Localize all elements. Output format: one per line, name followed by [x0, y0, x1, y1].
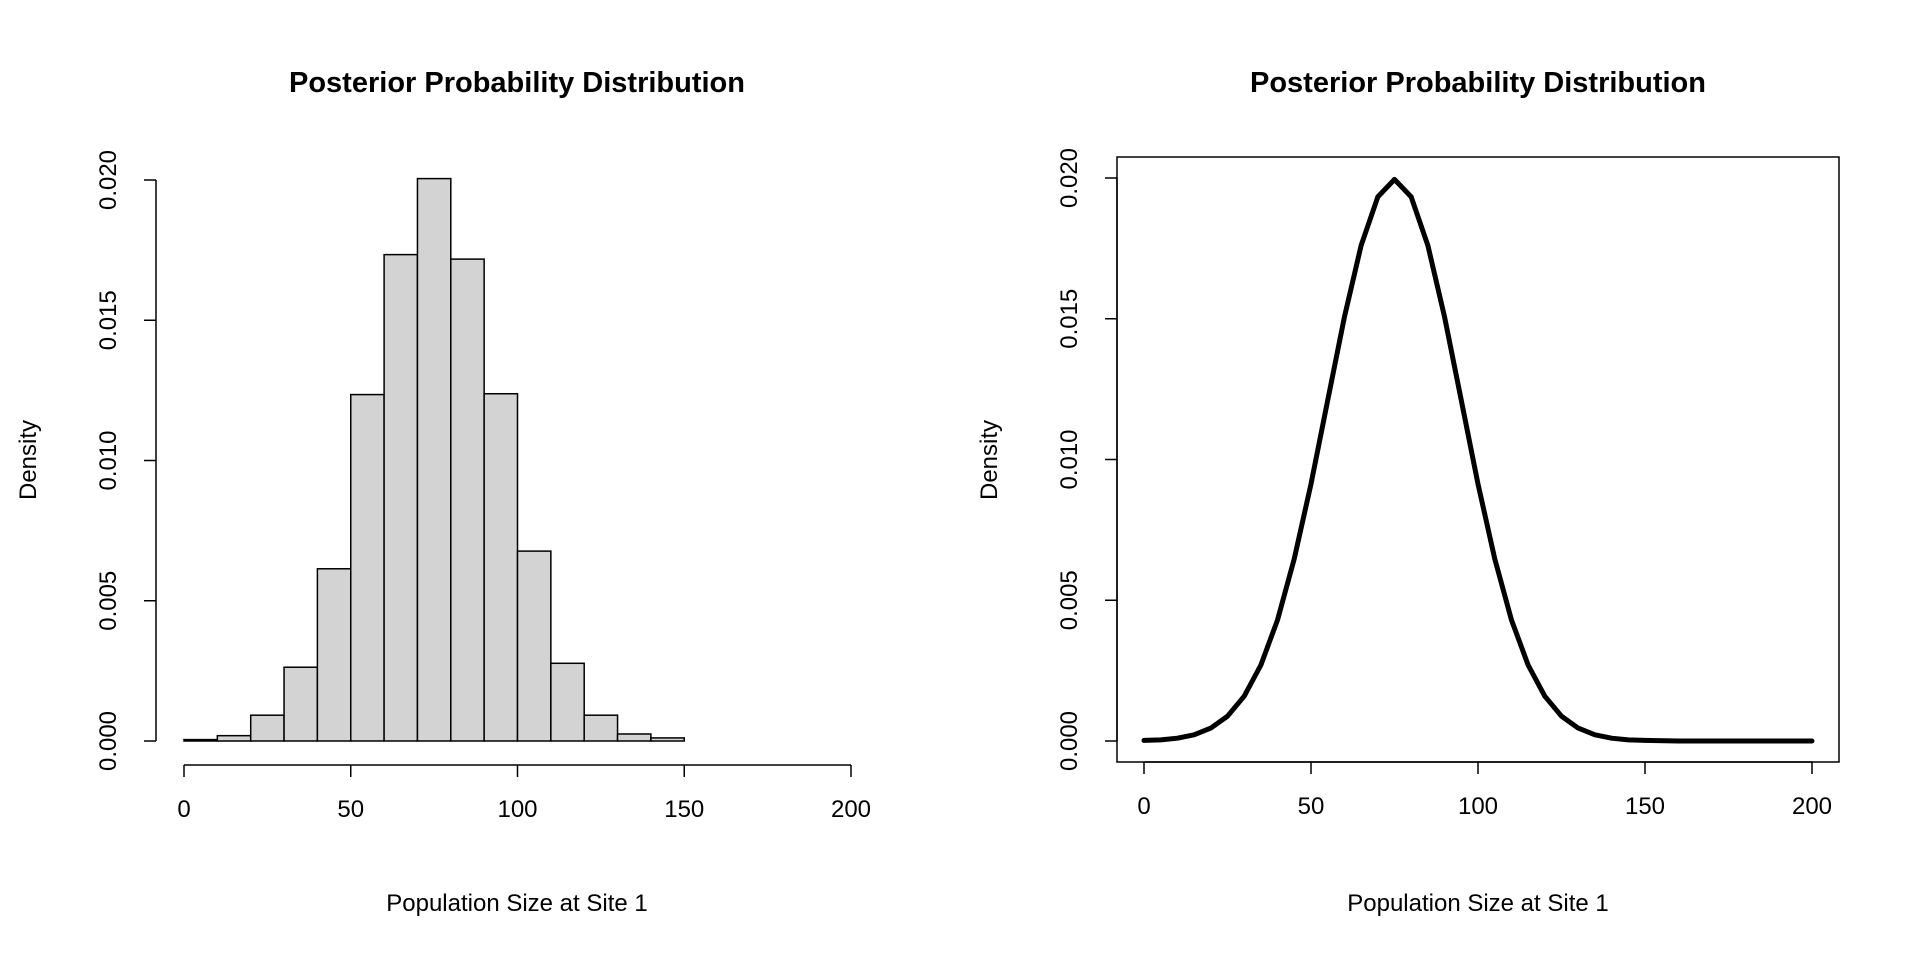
histogram-bar — [416, 177, 452, 742]
x-tick-label: 200 — [831, 796, 871, 823]
histogram-bar — [650, 737, 686, 742]
y-tick-label: 0.020 — [95, 150, 122, 210]
y-axis-label: Density — [15, 420, 42, 500]
histogram-bar — [350, 393, 385, 742]
x-tick-label: 100 — [497, 796, 537, 823]
histogram-bar — [283, 666, 319, 742]
x-tick-label: 100 — [1458, 793, 1498, 820]
x-tick-label: 200 — [1792, 793, 1832, 820]
y-tick-label: 0.005 — [1056, 570, 1083, 630]
y-tick-label: 0.010 — [95, 430, 122, 490]
y-tick-label: 0.005 — [95, 571, 122, 631]
x-tick-label: 50 — [337, 796, 364, 823]
x-axis-label: Population Size at Site 1 — [1347, 890, 1609, 917]
histogram-bar — [550, 662, 585, 742]
x-tick-label: 50 — [1298, 793, 1325, 820]
x-tick-label: 150 — [664, 796, 704, 823]
histogram-bar — [450, 258, 485, 742]
x-tick-label: 150 — [1625, 793, 1665, 820]
y-tick-label: 0.010 — [1056, 429, 1083, 489]
y-tick-label: 0.000 — [1056, 711, 1083, 771]
histogram-bar — [316, 568, 352, 742]
x-tick-label: 0 — [1137, 793, 1150, 820]
y-axis-label: Density — [976, 420, 1003, 500]
plot-frame — [1116, 156, 1840, 763]
x-tick-label: 0 — [177, 796, 190, 823]
chart-title: Posterior Probability Distribution — [289, 67, 745, 99]
histogram-bar — [216, 734, 252, 742]
histogram-bar — [383, 253, 419, 742]
histogram-bar — [483, 392, 519, 742]
histogram-bar — [583, 714, 619, 742]
histogram-bar — [516, 550, 552, 742]
y-tick-label: 0.000 — [95, 711, 122, 771]
y-tick-label: 0.020 — [1056, 148, 1083, 208]
histogram-bar — [183, 738, 219, 742]
x-axis-label: Population Size at Site 1 — [386, 890, 648, 917]
y-tick-label: 0.015 — [1056, 289, 1083, 349]
density-line — [1141, 176, 1815, 744]
histogram-bar — [616, 733, 652, 742]
histogram-bar — [249, 714, 285, 742]
chart-title: Posterior Probability Distribution — [1250, 67, 1706, 99]
y-tick-label: 0.015 — [95, 290, 122, 350]
